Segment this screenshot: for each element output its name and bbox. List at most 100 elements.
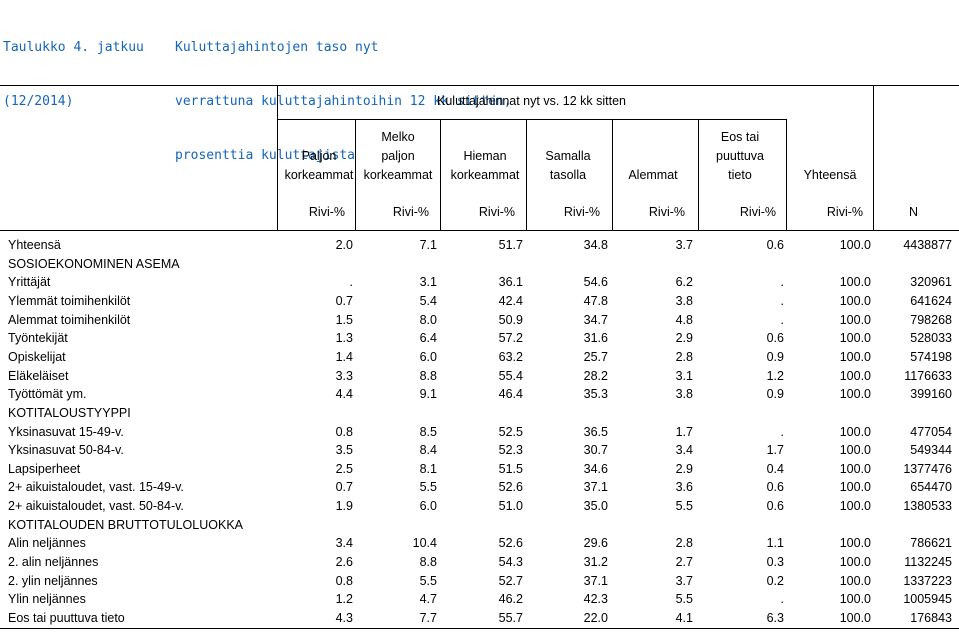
table-cell: 2.8 (675, 350, 693, 364)
caption-line: Taulukko 4. jatkuu (3, 40, 144, 55)
table-cell: 1337223 (903, 574, 952, 588)
row-label: KOTITALOUSTYYPPI (8, 406, 131, 420)
table-cell: 1176633 (904, 369, 952, 383)
table-cell: 3.5 (335, 443, 353, 457)
table-cell: 50.9 (498, 313, 523, 327)
table-cell: 2.8 (675, 536, 693, 550)
row-label: Yrittäjät (8, 275, 51, 289)
table-cell: 176843 (910, 611, 952, 625)
row-label: Lapsiperheet (8, 462, 81, 476)
column-header-2: Melko (381, 130, 415, 144)
table-cell: 100.0 (839, 592, 871, 606)
row-label: Alemmat toimihenkilöt (8, 313, 131, 327)
table-cell: 3.1 (419, 275, 437, 289)
table-cell: 8.8 (419, 555, 437, 569)
table-cell: 52.5 (498, 425, 523, 439)
table-cell: 34.6 (583, 462, 608, 476)
column-header-2: korkeammat (363, 168, 433, 182)
table-cell: 4.7 (419, 592, 437, 606)
row-label: Yhteensä (8, 238, 61, 252)
row-label: Eläkeläiset (8, 369, 69, 383)
table-cell: 574198 (910, 350, 952, 364)
table-cell: 2.6 (335, 555, 353, 569)
table-cell: 1380533 (903, 499, 952, 513)
table-cell: 8.5 (419, 425, 437, 439)
table-cell: 1.3 (335, 331, 353, 345)
column-separator (698, 119, 699, 230)
table-cell: 25.7 (583, 350, 608, 364)
table-cell: . (349, 275, 353, 289)
table-cell: 34.7 (583, 313, 608, 327)
table-cell: 100.0 (839, 480, 871, 494)
table-cell: 0.9 (766, 350, 784, 364)
row-label: Alin neljännes (8, 536, 86, 550)
header-bottom-rule (0, 230, 959, 231)
table-cell: 1377476 (903, 462, 952, 476)
row-label: SOSIOEKONOMINEN ASEMA (8, 257, 180, 271)
table-cell: 549344 (910, 443, 952, 457)
column-header-2: paljon (381, 149, 415, 163)
table-cell: 320961 (910, 275, 952, 289)
row-label: 2. alin neljännes (8, 555, 99, 569)
table-cell: . (780, 275, 784, 289)
row-label: 2+ aikuistaloudet, vast. 15-49-v. (8, 480, 184, 494)
table-cell: 477054 (910, 425, 952, 439)
table-cell: 55.4 (498, 369, 523, 383)
column-separator (277, 85, 278, 230)
table-cell: 654470 (910, 480, 952, 494)
caption-line: verrattuna kuluttajahintoihin 12 kk sitt… (175, 94, 512, 109)
column-header-7: Yhteensä (803, 168, 857, 182)
table-cell: . (780, 294, 784, 308)
table-cell: 52.7 (498, 574, 523, 588)
table-cell: 2.9 (675, 462, 693, 476)
table-cell: 100.0 (839, 294, 871, 308)
table-caption-right: Kuluttajahintojen taso nyt verrattuna ku… (175, 3, 512, 183)
unit-label: Rivi-% (392, 205, 429, 219)
table-cell: 100.0 (839, 443, 871, 457)
caption-line: (12/2014) (3, 94, 74, 109)
table-cell: 8.0 (419, 313, 437, 327)
table-cell: 528033 (910, 331, 952, 345)
row-label: 2. ylin neljännes (8, 574, 98, 588)
table-cell: 52.6 (498, 480, 523, 494)
table-cell: 6.0 (419, 499, 437, 513)
table-cell: 100.0 (839, 387, 871, 401)
table-cell: 1005945 (903, 592, 952, 606)
table-cell: 5.5 (675, 592, 693, 606)
table-caption-left: Taulukko 4. jatkuu (12/2014) (3, 3, 144, 129)
row-label: Työttömät ym. (8, 387, 87, 401)
table-cell: 6.4 (419, 331, 437, 345)
column-header-1: Paljon (301, 149, 337, 163)
table-cell: 5.5 (419, 480, 437, 494)
table-cell: 8.4 (419, 443, 437, 457)
row-label: Työntekijät (8, 331, 68, 345)
table-cell: 7.1 (419, 238, 437, 252)
table-cell: 52.3 (498, 443, 523, 457)
column-separator (440, 119, 441, 230)
table-cell: 1.1 (766, 536, 784, 550)
table-cell: 100.0 (839, 238, 871, 252)
unit-label: Rivi-% (478, 205, 515, 219)
column-header-4: tasolla (549, 168, 587, 182)
unit-label: Rivi-% (308, 205, 345, 219)
table-cell: 55.7 (498, 611, 523, 625)
table-cell: 0.6 (766, 499, 784, 513)
unit-label: Rivi-% (563, 205, 600, 219)
table-cell: 51.5 (498, 462, 523, 476)
table-cell: 0.2 (766, 574, 784, 588)
table-cell: 0.7 (335, 480, 353, 494)
caption-line: Kuluttajahintojen taso nyt (175, 40, 379, 55)
table-cell: . (780, 425, 784, 439)
table-cell: 100.0 (839, 275, 871, 289)
table-cell: 5.5 (675, 499, 693, 513)
column-header-3: korkeammat (450, 168, 520, 182)
row-label: Ylemmät toimihenkilöt (8, 294, 131, 308)
table-cell: 46.4 (498, 387, 523, 401)
table-cell: 100.0 (839, 369, 871, 383)
unit-label: N (908, 205, 918, 219)
table-cell: 100.0 (839, 462, 871, 476)
table-cell: 4.1 (675, 611, 693, 625)
table-cell: 100.0 (839, 536, 871, 550)
table-cell: 3.7 (675, 238, 693, 252)
table-cell: 28.2 (583, 369, 608, 383)
